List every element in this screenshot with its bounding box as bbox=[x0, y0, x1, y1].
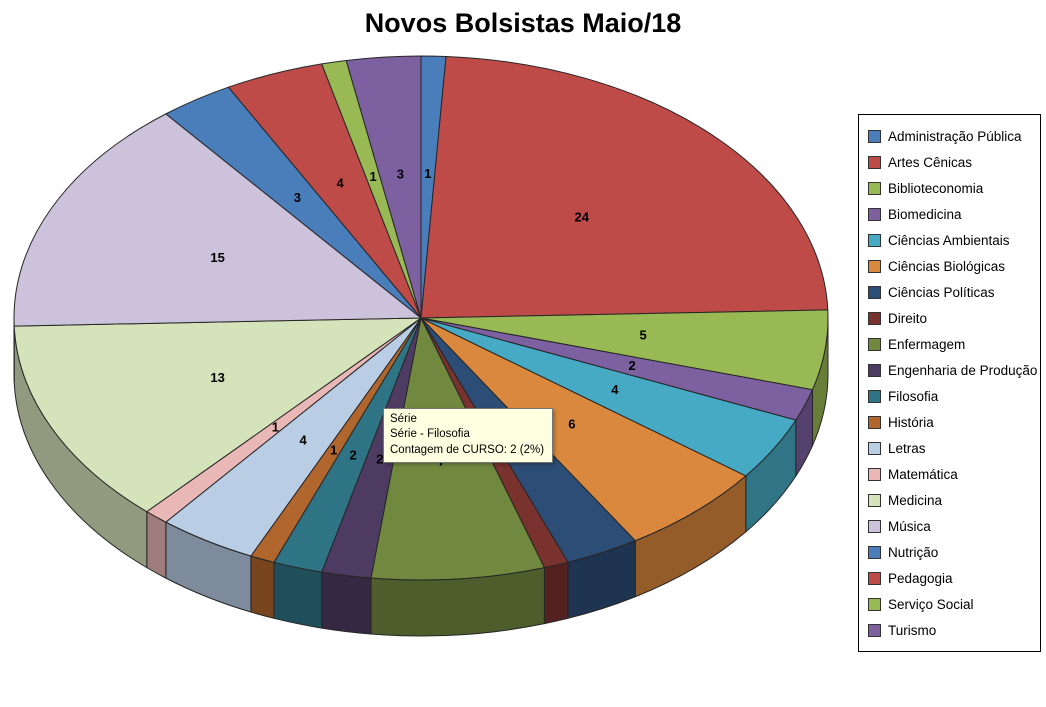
legend-swatch-icon bbox=[868, 415, 881, 429]
legend-item-label: Administração Pública bbox=[888, 128, 1022, 144]
legend-item[interactable]: Biomedicina bbox=[863, 201, 1036, 227]
legend-item[interactable]: História bbox=[863, 409, 1036, 435]
pie-data-label: 3 bbox=[294, 190, 301, 205]
legend-item-label: Filosofia bbox=[888, 388, 939, 404]
pie-slice[interactable] bbox=[420, 317, 747, 542]
legend-swatch-icon bbox=[868, 233, 881, 247]
legend-item[interactable]: Medicina bbox=[863, 487, 1036, 513]
legend-item-label: Turismo bbox=[888, 622, 937, 638]
pie-data-label: 24 bbox=[574, 210, 589, 225]
legend-swatch-icon bbox=[868, 155, 881, 169]
tooltip-value-line: Contagem de CURSO: 2 (2%) bbox=[390, 443, 545, 456]
legend-item[interactable]: Direito bbox=[863, 305, 1036, 331]
pie-slice[interactable] bbox=[13, 113, 422, 327]
legend-item[interactable]: Administração Pública bbox=[863, 123, 1036, 149]
legend-item[interactable]: Artes Cênicas bbox=[863, 149, 1036, 175]
legend-item[interactable]: Pedagogia bbox=[863, 565, 1036, 591]
tooltip-category-line: Série - Filosofia bbox=[390, 428, 470, 441]
legend-item-label: Biblioteconomia bbox=[888, 180, 984, 196]
pie-data-label: 6 bbox=[568, 416, 575, 431]
pie-data-label: 2 bbox=[376, 452, 383, 467]
legend-swatch-icon bbox=[868, 493, 881, 507]
legend-swatch-icon bbox=[868, 207, 881, 221]
legend-item[interactable]: Enfermagem bbox=[863, 331, 1036, 357]
legend-item-label: Ciências Ambientais bbox=[888, 232, 1010, 248]
pie-data-label: 4 bbox=[611, 382, 619, 397]
legend-item-label: Pedagogia bbox=[888, 570, 953, 586]
pie-data-label: 1 bbox=[369, 169, 376, 184]
pie-slice-side[interactable] bbox=[146, 511, 167, 579]
legend-swatch-icon bbox=[868, 129, 881, 143]
tooltip-series-line: Série bbox=[390, 413, 417, 425]
legend-item[interactable]: Engenharia de Produção bbox=[863, 357, 1038, 383]
legend-item-label: História bbox=[888, 414, 934, 430]
legend-item[interactable]: Serviço Social bbox=[863, 591, 1036, 617]
pie-data-label: 3 bbox=[397, 167, 404, 182]
legend-swatch-icon bbox=[868, 181, 881, 195]
pie-data-label: 4 bbox=[300, 433, 308, 448]
legend-item-label: Enfermagem bbox=[888, 336, 966, 352]
legend-swatch-icon bbox=[868, 441, 881, 455]
pie-data-label: 15 bbox=[210, 250, 224, 265]
legend-item-label: Ciências Biológicas bbox=[888, 258, 1006, 274]
legend-swatch-icon bbox=[868, 389, 881, 403]
legend-swatch-icon bbox=[868, 545, 881, 559]
pie-slice-side[interactable] bbox=[250, 555, 275, 619]
pie-data-label: 1 bbox=[272, 419, 279, 434]
legend-swatch-icon bbox=[868, 467, 881, 481]
legend-swatch-icon bbox=[868, 363, 881, 377]
pie-data-label: 1 bbox=[330, 443, 337, 458]
pie-data-label: 2 bbox=[629, 358, 636, 373]
legend-item[interactable]: Biblioteconomia bbox=[863, 175, 1036, 201]
legend-swatch-icon bbox=[868, 597, 881, 611]
legend-item[interactable]: Ciências Políticas bbox=[863, 279, 1036, 305]
legend-item[interactable]: Ciências Ambientais bbox=[863, 227, 1036, 253]
legend-item-label: Matemática bbox=[888, 466, 958, 482]
legend-swatch-icon bbox=[868, 259, 881, 273]
legend-item-label: Biomedicina bbox=[888, 206, 962, 222]
legend-swatch-icon bbox=[868, 285, 881, 299]
pie-slice[interactable] bbox=[420, 55, 829, 319]
pie-data-label: 13 bbox=[210, 370, 224, 385]
legend-item[interactable]: Letras bbox=[863, 435, 1036, 461]
legend-item[interactable]: Ciências Biológicas bbox=[863, 253, 1036, 279]
legend-item[interactable]: Música bbox=[863, 513, 1036, 539]
legend-item[interactable]: Turismo bbox=[863, 617, 1036, 643]
legend-item[interactable]: Nutrição bbox=[863, 539, 1036, 565]
pie-slice-side[interactable] bbox=[273, 561, 323, 629]
legend-item-label: Artes Cênicas bbox=[888, 154, 973, 170]
legend-item-label: Engenharia de Produção bbox=[888, 362, 1038, 378]
legend-item-label: Medicina bbox=[888, 492, 943, 508]
legend-swatch-icon bbox=[868, 519, 881, 533]
chart-title: Novos Bolsistas Maio/18 bbox=[364, 8, 682, 38]
legend-item[interactable]: Matemática bbox=[863, 461, 1036, 487]
legend-item-label: Letras bbox=[888, 440, 926, 456]
legend-swatch-icon bbox=[868, 571, 881, 585]
pie-data-label: 5 bbox=[640, 328, 647, 343]
pie-data-label: 2 bbox=[350, 447, 357, 462]
pie-slice[interactable] bbox=[13, 317, 422, 513]
legend-swatch-icon bbox=[868, 623, 881, 637]
pie-slice[interactable] bbox=[345, 55, 422, 319]
legend-item-label: Serviço Social bbox=[888, 596, 974, 612]
legend-item[interactable]: Filosofia bbox=[863, 383, 1036, 409]
tooltip: Série Série - Filosofia Contagem de CURS… bbox=[383, 408, 554, 464]
pie-slice-side[interactable] bbox=[543, 561, 569, 625]
pie-data-label: 1 bbox=[424, 166, 431, 181]
legend-item-label: Direito bbox=[888, 310, 928, 326]
legend-item-label: Música bbox=[888, 518, 931, 534]
legend: Administração Pública Artes Cênicas Biblio… bbox=[858, 114, 1041, 652]
legend-item-label: Nutrição bbox=[888, 544, 939, 560]
pie-slice-side[interactable] bbox=[321, 571, 372, 635]
legend-swatch-icon bbox=[868, 337, 881, 351]
pie-data-label: 4 bbox=[337, 176, 345, 191]
legend-swatch-icon bbox=[868, 311, 881, 325]
legend-item-label: Ciências Políticas bbox=[888, 284, 995, 300]
